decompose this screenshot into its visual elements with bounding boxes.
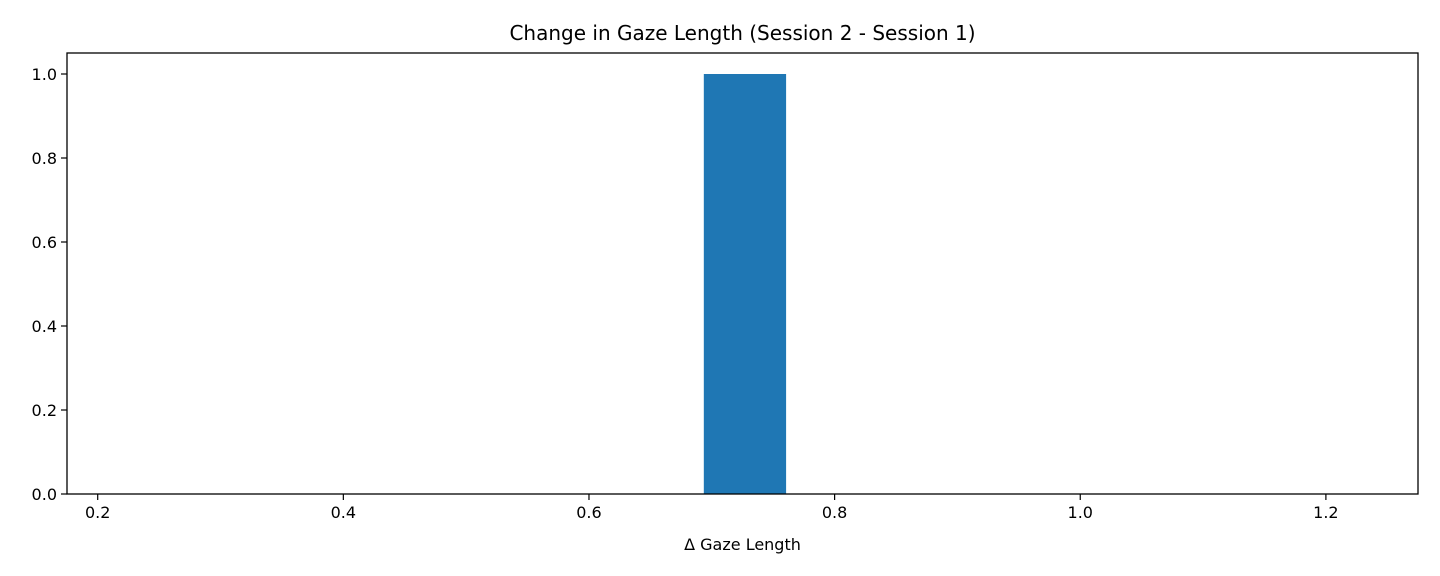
x-tick-label: 0.6 xyxy=(576,503,601,522)
axes-frame xyxy=(66,52,1419,495)
y-tick-label: 1.0 xyxy=(32,65,57,84)
x-axis-label: Δ Gaze Length xyxy=(684,535,801,554)
x-tick-label: 1.2 xyxy=(1313,503,1338,522)
y-axis-ticks: 0.0 0.2 0.4 0.6 0.8 1.0 xyxy=(32,65,67,504)
y-tick-label: 0.2 xyxy=(32,401,57,420)
x-tick-label: 0.4 xyxy=(331,503,356,522)
y-tick-label: 0.6 xyxy=(32,233,57,252)
bars-layer xyxy=(703,74,787,494)
chart-title: Change in Gaze Length (Session 2 - Sessi… xyxy=(509,21,975,45)
x-tick-label: 0.2 xyxy=(85,503,110,522)
x-tick-label: 0.8 xyxy=(822,503,847,522)
x-tick-label: 1.0 xyxy=(1068,503,1093,522)
y-tick-label: 0.4 xyxy=(32,317,57,336)
y-tick-label: 0.8 xyxy=(32,149,57,168)
x-axis-ticks: 0.2 0.4 0.6 0.8 1.0 1.2 xyxy=(85,494,1339,522)
histogram-bar-0 xyxy=(703,74,787,494)
y-tick-label: 0.0 xyxy=(32,485,57,504)
